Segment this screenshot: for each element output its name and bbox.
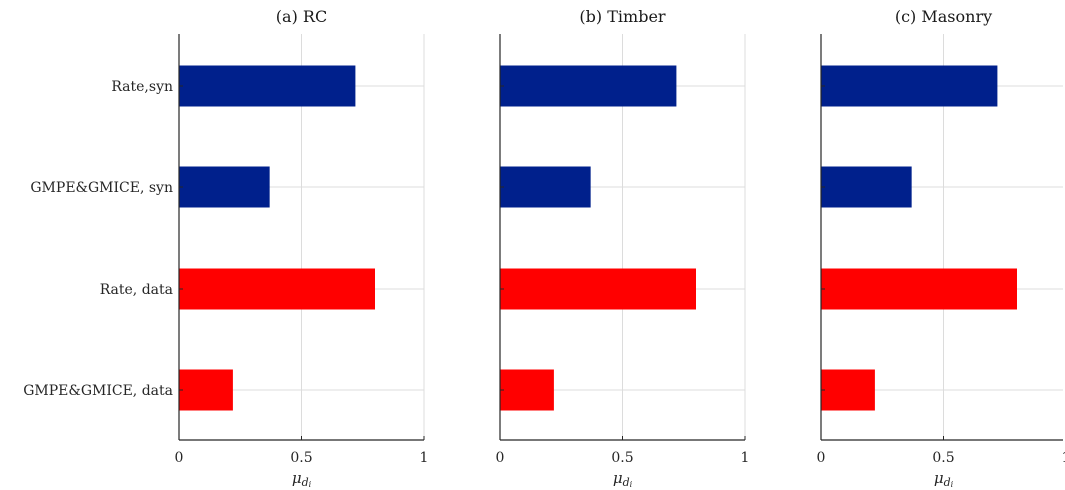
bar-4 bbox=[500, 369, 554, 411]
bar-4 bbox=[179, 369, 233, 411]
bar-1 bbox=[821, 65, 998, 107]
bar-4 bbox=[821, 369, 875, 411]
chart-panel-2: 0 0.5 1 (b) Timber μdi bbox=[496, 7, 750, 489]
bar-3 bbox=[179, 268, 375, 310]
bar-3 bbox=[821, 268, 1017, 310]
x-axis-label: μdi bbox=[613, 469, 633, 489]
y-tick-label: GMPE&GMICE, syn bbox=[30, 180, 173, 196]
x-tick-label: 0.5 bbox=[290, 450, 312, 466]
x-tick-label: 0 bbox=[496, 450, 505, 466]
x-tick-label: 1 bbox=[741, 450, 750, 466]
x-tick-label: 0.5 bbox=[611, 450, 633, 466]
bar-2 bbox=[179, 166, 270, 208]
bar-2 bbox=[821, 166, 912, 208]
x-tick-label: 0 bbox=[175, 450, 184, 466]
chart-panel-3: 0 0.5 1 (c) Masonry μdi bbox=[817, 7, 1065, 489]
y-tick-label: GMPE&GMICE, data bbox=[23, 383, 173, 399]
bar-2 bbox=[500, 166, 591, 208]
y-tick-label: Rate, data bbox=[100, 282, 173, 298]
chart-title: (a) RC bbox=[276, 7, 327, 26]
chart-panel-1: 0 0.5 1 Rate,syn GMPE&GMICE, syn Rate, data GM… bbox=[23, 7, 428, 489]
x-tick-label: 0 bbox=[817, 450, 826, 466]
x-tick-label: 1 bbox=[1062, 450, 1065, 466]
y-tick-label: Rate,syn bbox=[111, 79, 173, 95]
x-tick-label: 1 bbox=[420, 450, 429, 466]
chart-title: (c) Masonry bbox=[895, 7, 992, 26]
x-axis-label: μdi bbox=[934, 469, 954, 489]
x-axis-label: μdi bbox=[292, 469, 312, 489]
chart-title: (b) Timber bbox=[579, 7, 665, 26]
x-tick-label: 0.5 bbox=[932, 450, 954, 466]
bar-1 bbox=[179, 65, 356, 107]
bar-3 bbox=[500, 268, 696, 310]
bar-1 bbox=[500, 65, 677, 107]
